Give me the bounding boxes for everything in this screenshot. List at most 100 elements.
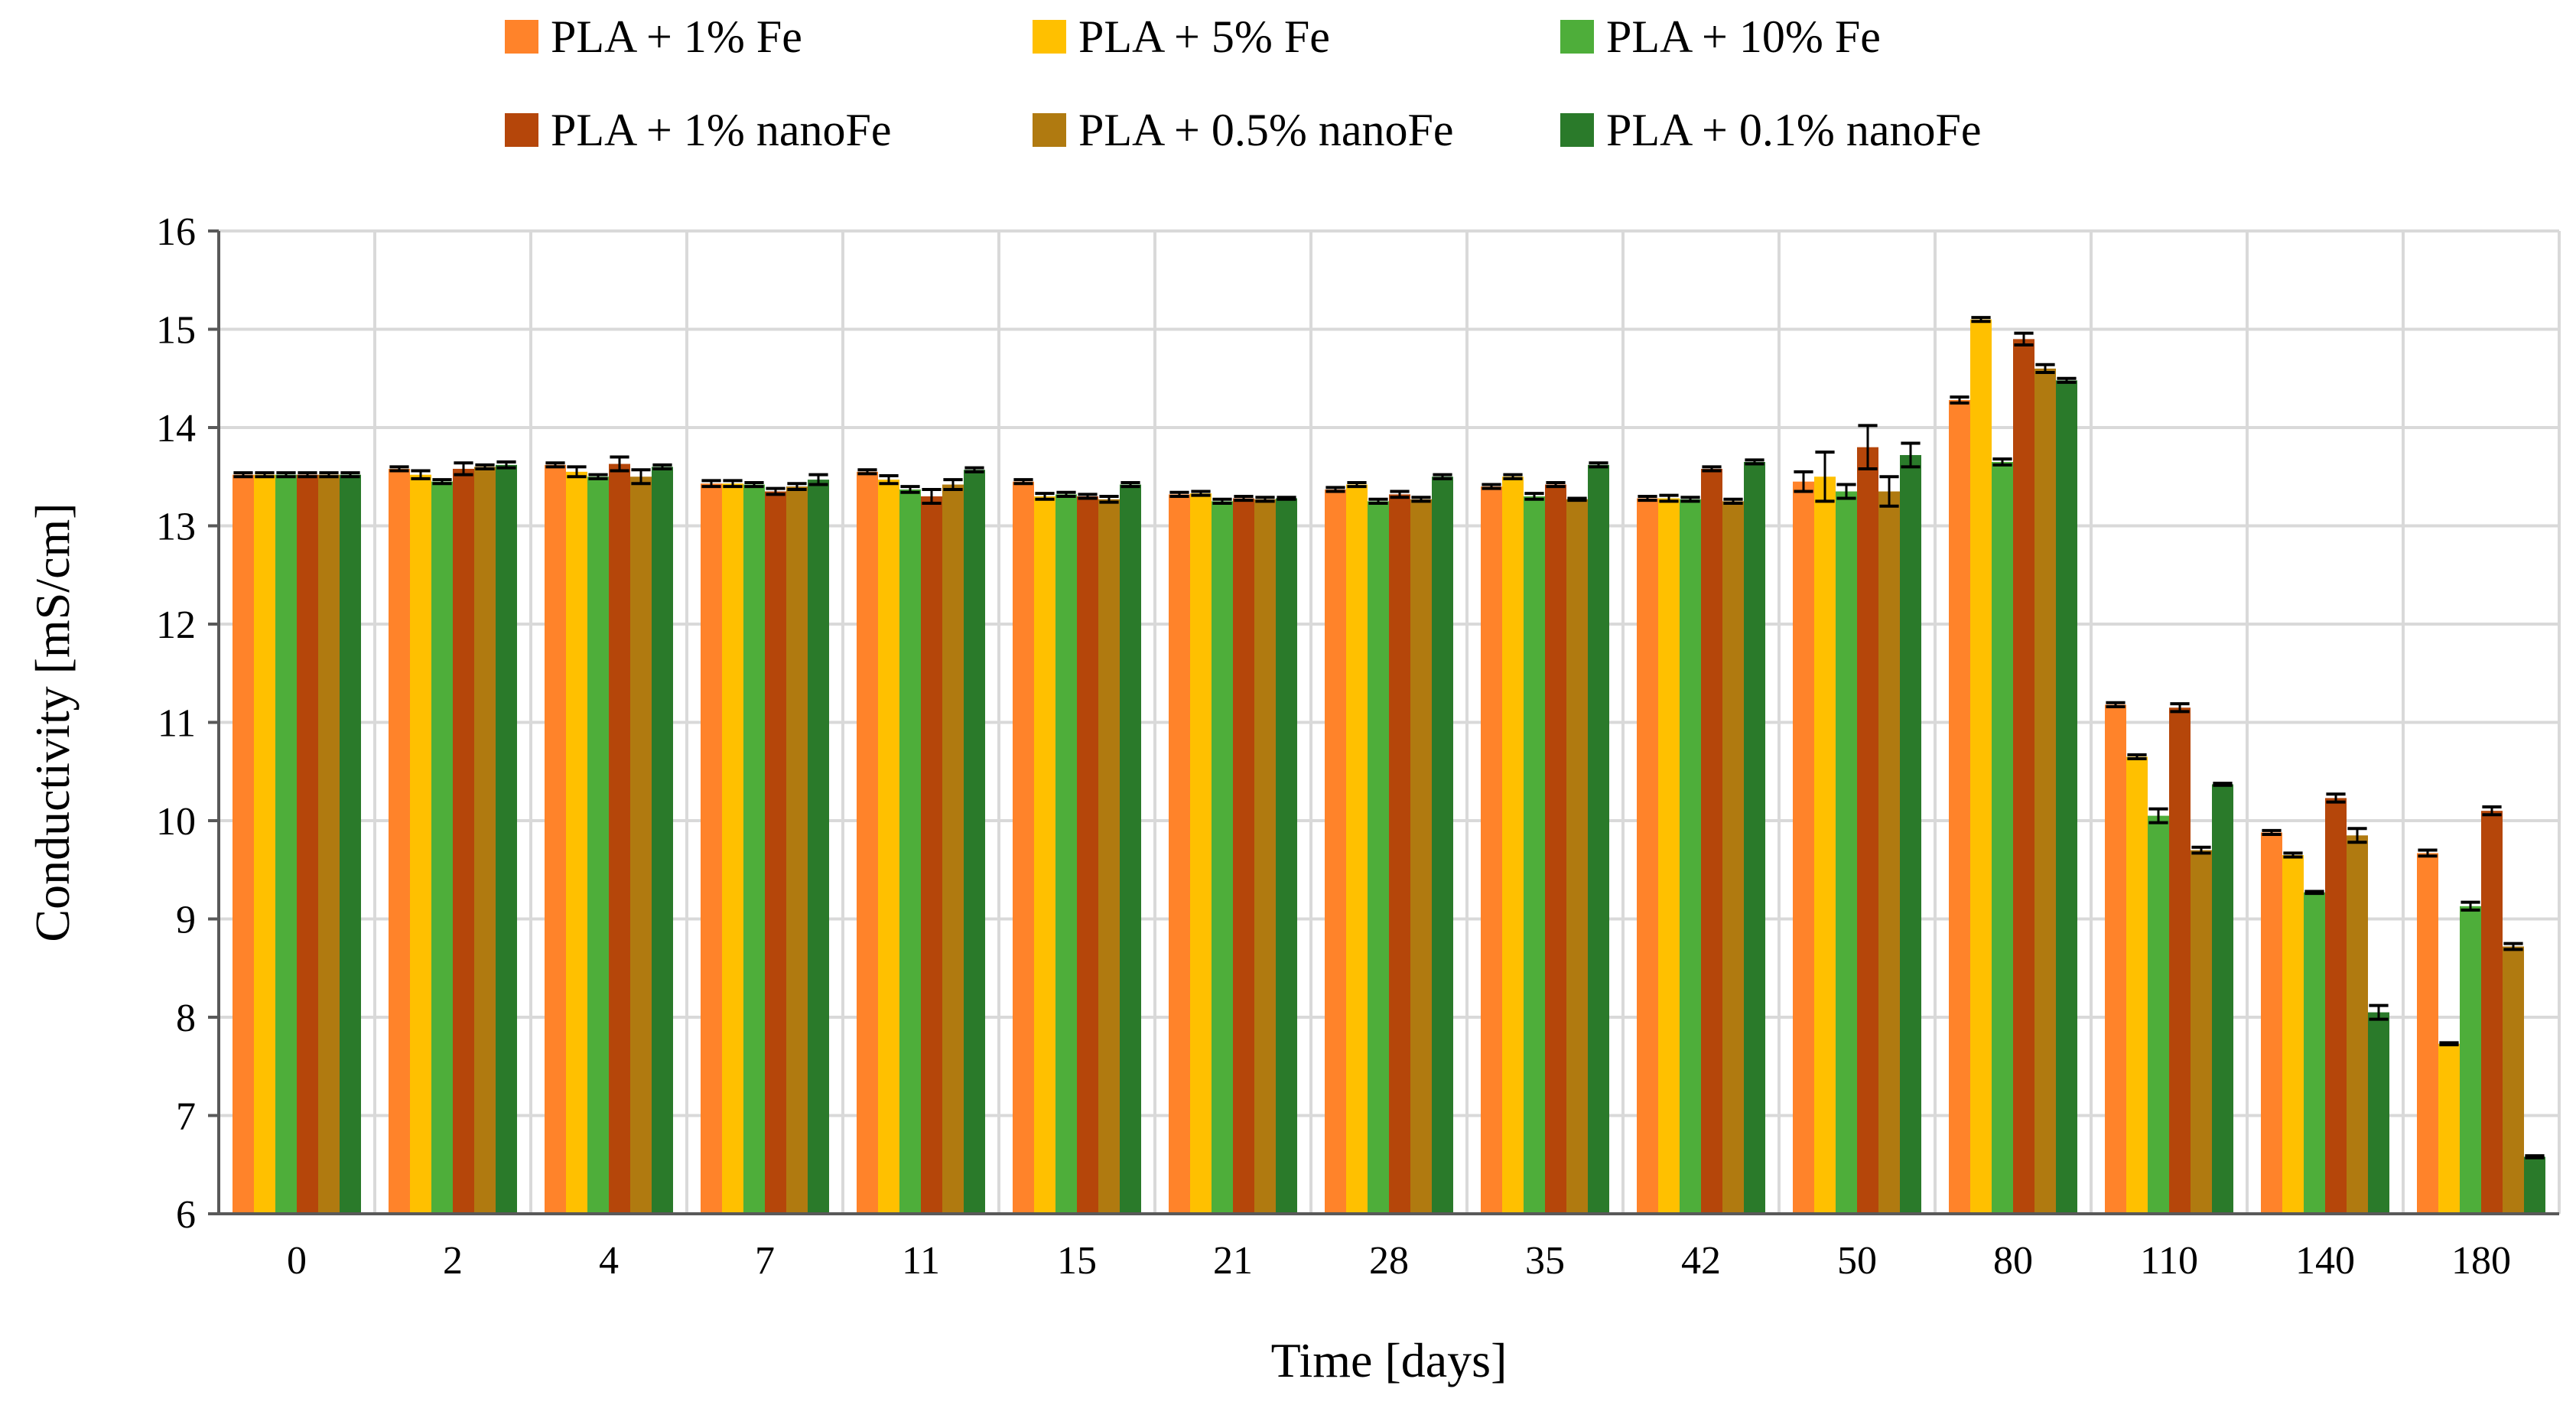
bar-pla-0-5-nanofe-day-110 bbox=[2191, 850, 2212, 1214]
bar-pla-1-nanofe-day-2 bbox=[453, 468, 474, 1214]
error-bar bbox=[723, 479, 743, 489]
bar-pla-1-nanofe-day-180 bbox=[2481, 811, 2503, 1214]
bar-pla-5-fe-day-11 bbox=[878, 480, 899, 1214]
legend-item-pla-1-fe: PLA + 1% Fe bbox=[505, 11, 802, 62]
bar-pla-10-fe-day-42 bbox=[1680, 499, 1701, 1214]
bar-pla-1-nanofe-day-0 bbox=[297, 474, 318, 1214]
error-bar bbox=[1433, 473, 1452, 480]
error-bar bbox=[1169, 490, 1189, 498]
bar-pla-10-fe-day-140 bbox=[2304, 892, 2325, 1214]
bar-pla-0-1-nanofe-day-180 bbox=[2524, 1156, 2545, 1214]
x-tick-label: 42 bbox=[1681, 1239, 1721, 1283]
bar-pla-1-nanofe-day-140 bbox=[2325, 798, 2347, 1214]
bar-pla-1-fe-day-11 bbox=[857, 471, 878, 1214]
bar-pla-5-fe-day-42 bbox=[1658, 498, 1680, 1214]
error-bar bbox=[2191, 845, 2211, 855]
error-bar bbox=[298, 471, 317, 479]
error-bar bbox=[787, 482, 807, 491]
error-bar bbox=[340, 471, 360, 479]
bar-pla-1-nanofe-day-15 bbox=[1077, 496, 1098, 1214]
error-bar bbox=[1255, 496, 1275, 503]
error-bar bbox=[1950, 395, 1969, 405]
bar-pla-0-5-nanofe-day-50 bbox=[1878, 491, 1900, 1214]
bar-pla-5-fe-day-2 bbox=[410, 474, 431, 1214]
axes bbox=[208, 229, 2559, 1215]
bar-pla-0-1-nanofe-day-140 bbox=[2368, 1012, 2389, 1214]
legend: PLA + 1% Fe PLA + 5% Fe PLA + 10% Fe PLA + … bbox=[505, 11, 1982, 155]
bar-pla-5-fe-day-35 bbox=[1502, 476, 1524, 1214]
error-bar bbox=[652, 463, 672, 470]
legend-item-pla-0-5-nanofe: PLA + 0.5% nanoFe bbox=[1033, 105, 1454, 155]
bar-pla-0-5-nanofe-day-4 bbox=[630, 476, 652, 1214]
error-bar bbox=[2057, 376, 2077, 384]
error-bar bbox=[610, 455, 629, 473]
bar-pla-5-fe-day-15 bbox=[1034, 496, 1055, 1214]
error-bar bbox=[1368, 497, 1388, 505]
bar-pla-10-fe-day-110 bbox=[2148, 815, 2169, 1214]
error-bar bbox=[1411, 496, 1431, 503]
bar-pla-1-fe-day-4 bbox=[545, 464, 566, 1214]
error-bar bbox=[1567, 496, 1587, 502]
error-bar bbox=[2283, 851, 2303, 859]
bar-pla-5-fe-day-80 bbox=[1970, 319, 1992, 1214]
error-bar bbox=[1056, 490, 1076, 498]
y-tick-label: 8 bbox=[176, 997, 196, 1040]
error-bar bbox=[1078, 493, 1098, 500]
bar-pla-10-fe-day-0 bbox=[275, 474, 297, 1214]
error-bar bbox=[2127, 753, 2147, 761]
error-bar bbox=[2525, 1154, 2545, 1159]
bar-pla-1-nanofe-day-80 bbox=[2013, 339, 2034, 1215]
error-bar bbox=[943, 478, 963, 491]
bar-pla-1-fe-day-80 bbox=[1949, 400, 1970, 1214]
x-tick-label: 11 bbox=[902, 1239, 940, 1283]
bar-pla-0-5-nanofe-day-140 bbox=[2347, 835, 2368, 1214]
error-bar bbox=[496, 460, 516, 470]
bar-pla-0-5-nanofe-day-42 bbox=[1722, 501, 1744, 1214]
bar-pla-10-fe-day-35 bbox=[1524, 496, 1545, 1214]
bar-pla-5-fe-day-50 bbox=[1814, 476, 1836, 1214]
bar-pla-5-fe-day-180 bbox=[2438, 1043, 2460, 1214]
error-bar bbox=[766, 486, 785, 496]
error-bar bbox=[1390, 489, 1410, 499]
x-tick-label: 15 bbox=[1057, 1239, 1097, 1283]
x-tick-label: 4 bbox=[599, 1239, 619, 1283]
bar-pla-10-fe-day-80 bbox=[1992, 461, 2013, 1214]
bar-pla-1-fe-day-180 bbox=[2417, 853, 2438, 1214]
error-bar bbox=[744, 480, 764, 489]
error-bar bbox=[2347, 827, 2367, 844]
y-tick-label: 11 bbox=[158, 702, 196, 746]
bar-pla-10-fe-day-21 bbox=[1212, 501, 1233, 1214]
bar-pla-10-fe-day-15 bbox=[1055, 494, 1077, 1214]
bar-pla-1-fe-day-110 bbox=[2105, 704, 2126, 1214]
error-bar bbox=[2035, 363, 2055, 375]
error-bar bbox=[1858, 424, 1878, 470]
legend-item-pla-5-fe: PLA + 5% Fe bbox=[1033, 11, 1330, 62]
bar-pla-1-fe-day-7 bbox=[701, 483, 722, 1214]
y-tick-label: 6 bbox=[176, 1193, 196, 1237]
error-bar bbox=[1659, 493, 1679, 503]
error-bar bbox=[900, 485, 920, 494]
error-bar bbox=[411, 469, 431, 480]
y-tick-label: 9 bbox=[176, 899, 196, 942]
legend-label: PLA + 0.5% nanoFe bbox=[1078, 105, 1454, 155]
bar-pla-1-fe-day-42 bbox=[1637, 498, 1658, 1214]
y-axis-title: Conductivity [mS/cm] bbox=[25, 502, 80, 942]
bar-pla-0-5-nanofe-day-35 bbox=[1566, 499, 1588, 1214]
legend-label: PLA + 10% Fe bbox=[1606, 11, 1881, 62]
error-bar bbox=[319, 471, 339, 479]
error-bar bbox=[1191, 489, 1211, 497]
error-bar bbox=[1234, 494, 1254, 502]
error-bar bbox=[1589, 461, 1608, 469]
bar-pla-0-5-nanofe-day-80 bbox=[2034, 368, 2056, 1214]
error-bar bbox=[454, 461, 473, 476]
bar-pla-0-5-nanofe-day-0 bbox=[318, 474, 340, 1214]
error-bar bbox=[1702, 465, 1722, 473]
y-tick-labels: 6 7 8 9 10 11 12 13 14 15 16 bbox=[156, 210, 196, 1237]
bar-pla-1-nanofe-day-11 bbox=[921, 496, 942, 1214]
bar-pla-0-1-nanofe-day-0 bbox=[340, 474, 361, 1214]
error-bar bbox=[1277, 496, 1296, 501]
error-bar bbox=[1546, 480, 1566, 489]
bar-pla-0-5-nanofe-day-28 bbox=[1410, 499, 1432, 1214]
y-tick-label: 10 bbox=[156, 800, 196, 844]
bar-pla-0-5-nanofe-day-180 bbox=[2503, 946, 2524, 1214]
